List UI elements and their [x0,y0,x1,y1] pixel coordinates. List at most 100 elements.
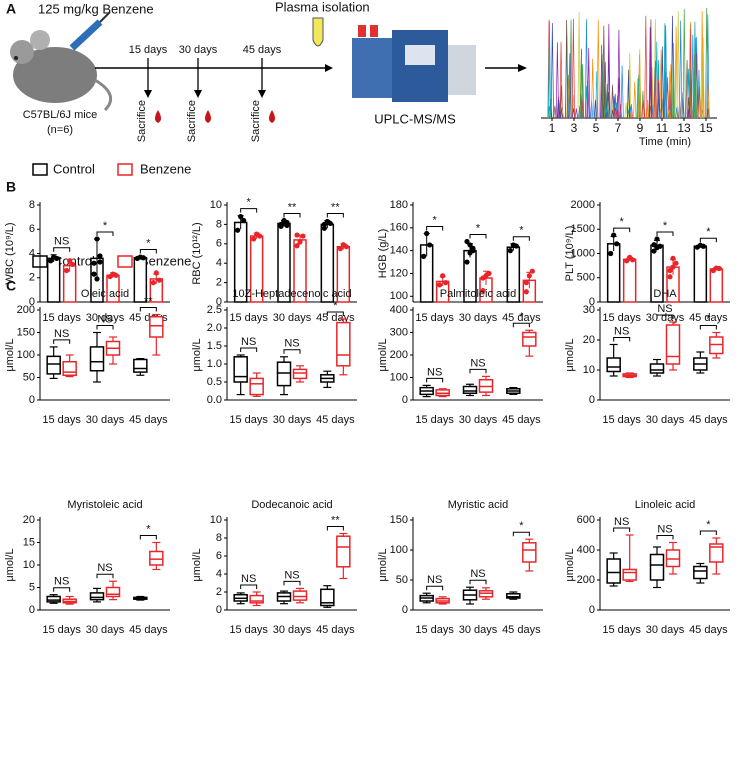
box [233,356,248,383]
chromatogram-peak [659,49,663,119]
chromatogram-peak [706,108,710,119]
x-tick-label: 45 days [689,414,728,426]
box [462,385,478,394]
y-tick-label: 100 [390,371,408,383]
data-point [284,222,290,228]
significance-bracket [326,311,344,316]
chromatogram-peak [653,60,657,119]
y-axis-label: μmol/L [191,338,203,371]
significance-bracket [53,247,71,252]
data-point [427,242,433,248]
y-axis-label: μmol/L [4,548,16,581]
significance-label: NS [657,303,672,315]
chromatogram-peak [547,19,551,119]
significance-bracket [469,579,487,585]
x-tick-label: 30 days [273,624,312,636]
chart: 0 100 200 300 400 μmol/L Palmitoleic acid 15 da… [377,288,543,426]
y-tick-label: 0 [589,394,595,406]
panel-label: A [6,1,16,17]
chromatogram-peak [669,64,673,119]
dose-label: 125 mg/kg Benzene [38,1,154,16]
data-point [48,258,54,264]
data-point [327,220,333,227]
box [665,324,681,365]
box [105,586,121,598]
y-axis-label: μmol/L [377,548,389,581]
timepoint-label: 15 days [129,44,168,56]
y-tick-label: 50 [396,574,408,586]
significance-label: * [146,523,151,535]
timepoint-label: 30 days [179,44,218,56]
data-point [630,257,636,263]
box [506,593,521,599]
x-tick-label: 13 [677,121,691,135]
legend-label: Control [53,253,95,268]
x-tick-label: 30 days [86,414,125,426]
legend-label: Control [53,161,95,176]
significance-bracket [53,587,71,592]
significance-label: * [519,225,524,237]
significance-bracket [240,347,258,352]
chromatogram-peak [587,48,591,119]
chart: 0.0 0.5 1.0 1.5 2.0 2.5 μmol/L 10Z-Heptadecenoi… [191,288,357,426]
chromatogram-peak [586,80,590,119]
x-tick-label: 45 days [689,624,728,636]
blood-drop [269,110,275,123]
data-point [670,255,676,261]
y-tick-label: 30 [583,304,595,316]
data-point [297,239,303,245]
chromatogram-peak [706,84,710,119]
data-point [251,236,257,242]
significance-label: * [519,520,524,532]
significance-label: * [433,214,438,226]
y-tick-label: 6 [216,550,222,562]
significance-bracket [699,530,717,535]
data-point [337,246,343,252]
significance-bracket [512,531,530,537]
data-point [321,221,327,227]
y-tick-label: 2 [29,272,35,284]
y-tick-label: 400 [390,304,408,316]
box [606,558,621,584]
timepoint-arrow-head [194,90,202,98]
data-point [523,280,529,286]
y-tick-label: 2.0 [207,322,222,334]
data-point [257,233,263,239]
significance-label: NS [657,523,672,535]
y-axis-label: HGB (g/L) [377,229,389,279]
timepoints: 15 days Sacrifice 30 days Sacrifice 45 days S… [129,44,282,142]
chromatogram-peak [626,76,631,119]
data-point [486,270,492,277]
chromatogram-peak [657,82,661,119]
significance-bracket [283,349,301,354]
significance-label: NS [427,366,442,378]
mice-label: C57BL/6J mice [23,109,98,121]
chromatogram-peak [613,107,617,119]
significance-label: NS [97,313,112,325]
significance-label: ** [331,201,340,213]
chromatogram-peak [560,107,564,119]
y-tick-label: 1.0 [207,358,222,370]
box [133,358,148,373]
chromatogram-peak [645,99,649,119]
y-tick-label: 1000 [571,247,595,259]
data-point [421,253,427,259]
chromatogram-peak [577,12,581,119]
chart: 0 50 100 150 μmol/L Myristic acid 15 days NS 30 … [377,499,543,636]
data-point [443,280,449,286]
significance-bracket [283,213,301,218]
y-tick-label: 0 [216,604,222,616]
arrow-head [518,64,527,72]
significance-bracket [699,237,717,243]
chromatogram-peak [660,46,664,119]
legend-swatch [32,163,48,176]
data-point [424,230,430,237]
significance-label: NS [614,516,629,528]
x-tick-label: 15 days [229,624,268,636]
y-tick-label: 0 [589,296,595,308]
x-tick-label: 45 days [316,414,355,426]
x-tick-label: 45 days [129,414,168,426]
box [62,361,77,376]
blood-drop [155,110,161,123]
